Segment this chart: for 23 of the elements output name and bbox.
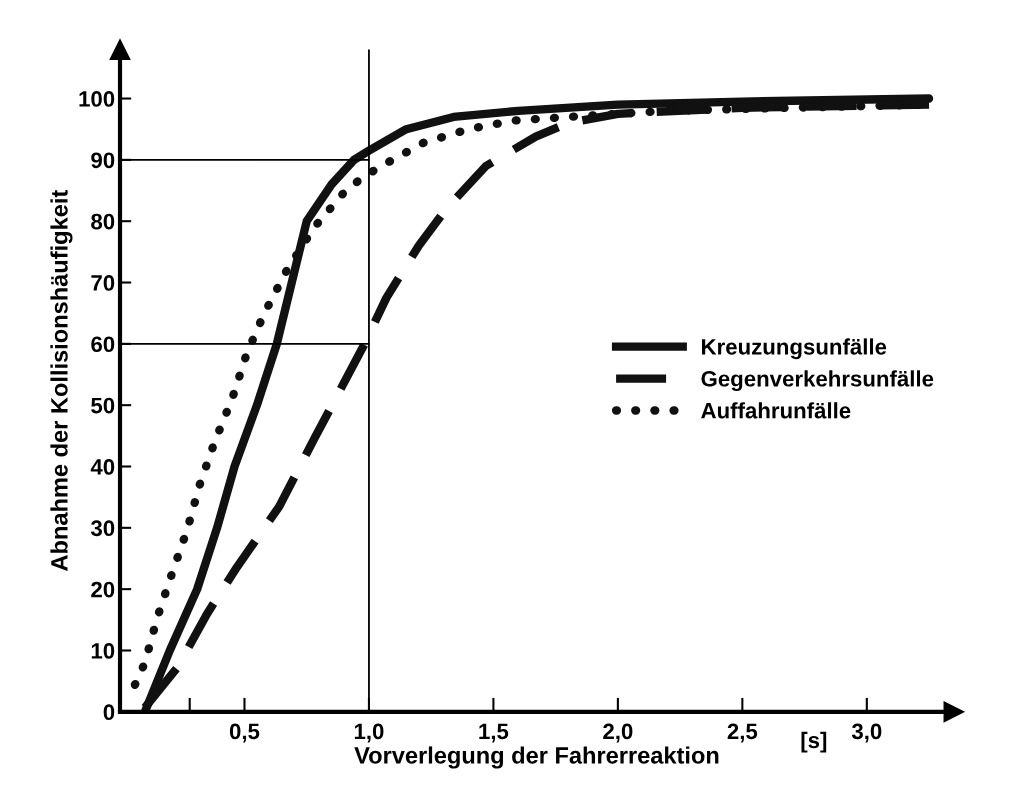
y-tick-label: 80 xyxy=(91,213,115,230)
x-tick-label: 0,5 xyxy=(229,723,260,743)
y-tick-label: 30 xyxy=(90,520,115,537)
y-tick-label: 60 xyxy=(91,336,115,353)
x-tick-label: 3,0 xyxy=(851,723,882,743)
legend-label: Kreuzungsunfälle xyxy=(702,338,887,360)
x-tick-label: 2,0 xyxy=(603,723,633,743)
text: [s] xyxy=(801,731,827,753)
legend-label: Auffahrunfälle xyxy=(701,402,851,419)
x-tick-label: 1,0 xyxy=(354,723,384,743)
x-tick-label: 1,5 xyxy=(479,723,509,743)
y-tick-label: 0 xyxy=(103,704,115,721)
x-tick-label: 2,5 xyxy=(727,723,758,743)
legend-label: Gegenverkehrsunfälle xyxy=(701,370,934,392)
x-axis-title: Vorverlegung der Fahrerreaktion xyxy=(354,746,719,769)
y-tick-label: 20 xyxy=(91,581,115,598)
y-axis-title: Abnahme der Kollisionshäufigkeit xyxy=(50,190,73,571)
y-tick-label: 50 xyxy=(91,397,115,414)
y-tick-label: 90 xyxy=(91,152,115,169)
y-tick-label: 40 xyxy=(90,459,115,475)
y-tick-label: 70 xyxy=(91,275,115,291)
y-tick-label: 10 xyxy=(91,643,115,659)
y-tick-label: 100 xyxy=(79,91,115,107)
